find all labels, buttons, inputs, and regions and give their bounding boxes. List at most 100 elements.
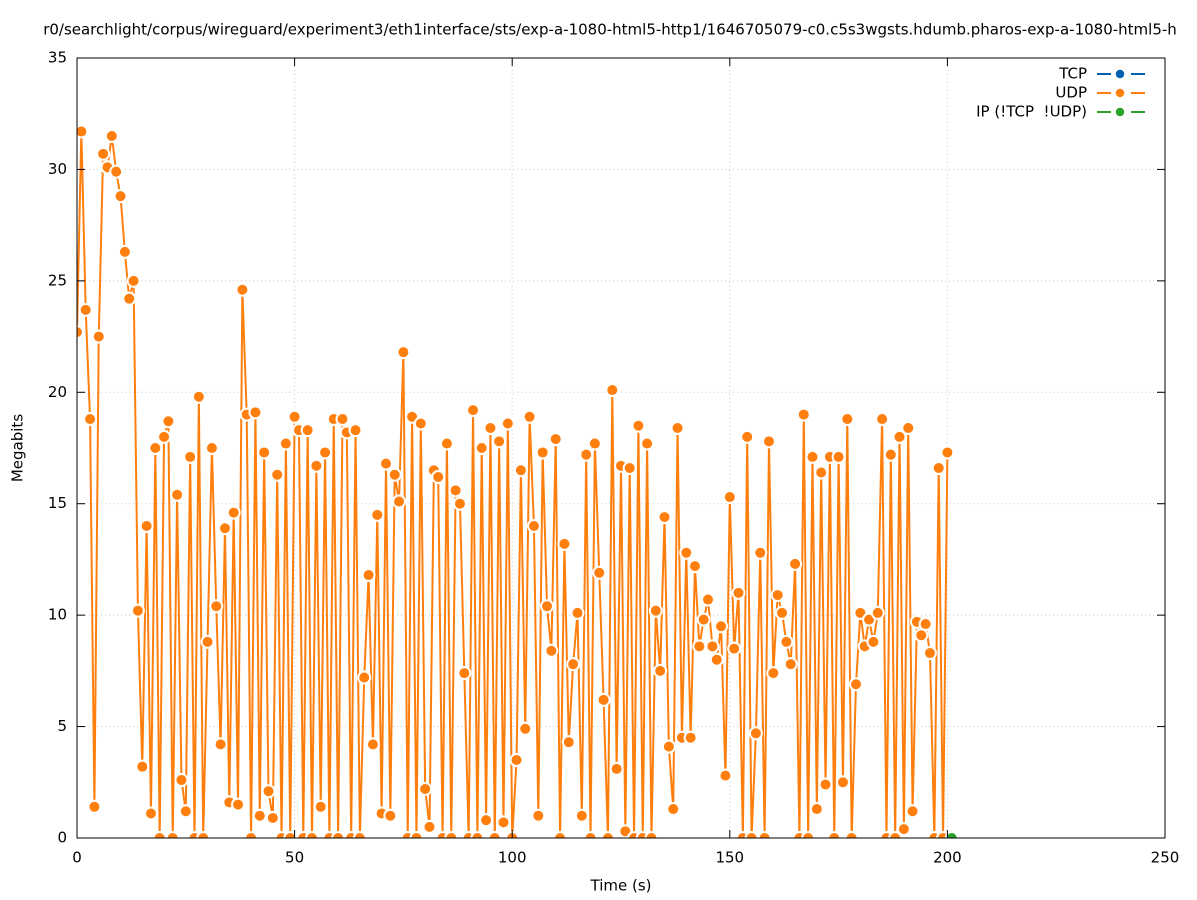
data-point	[901, 420, 916, 435]
y-tick-label: 20	[48, 383, 67, 401]
data-point	[496, 815, 511, 830]
data-point	[526, 519, 541, 533]
data-point	[814, 465, 829, 480]
data-point	[922, 646, 937, 661]
data-point	[818, 777, 833, 792]
data-point	[548, 432, 563, 447]
data-point	[714, 619, 729, 634]
data-point	[701, 592, 716, 607]
x-tick-label: 100	[498, 849, 527, 867]
y-tick-label: 5	[57, 717, 67, 735]
data-point	[83, 412, 98, 427]
data-point	[605, 383, 620, 398]
data-point	[705, 639, 720, 654]
data-point	[596, 692, 611, 707]
data-point	[761, 434, 776, 449]
data-point	[940, 445, 955, 460]
data-point	[357, 670, 372, 685]
data-point	[875, 412, 890, 427]
data-point	[492, 434, 507, 449]
legend-marker	[1114, 87, 1126, 99]
data-point	[257, 445, 272, 460]
data-point	[287, 409, 302, 424]
data-point	[679, 545, 694, 560]
data-point	[383, 808, 398, 823]
data-point	[370, 507, 385, 522]
data-point	[888, 831, 903, 838]
data-point	[744, 831, 759, 838]
y-tick-label: 10	[48, 606, 67, 624]
data-point	[566, 657, 581, 672]
data-point	[696, 612, 711, 627]
data-point	[600, 831, 615, 838]
x-tick-label: 0	[72, 849, 82, 867]
data-point	[439, 436, 454, 451]
data-point	[727, 641, 742, 656]
data-point	[378, 456, 393, 471]
data-point	[827, 831, 842, 838]
data-point	[670, 420, 685, 435]
data-point	[574, 808, 589, 823]
data-point	[892, 429, 907, 444]
data-point	[731, 585, 746, 600]
data-point	[448, 483, 463, 498]
series-line	[77, 131, 949, 838]
data-point	[905, 804, 920, 819]
data-point	[217, 521, 232, 536]
data-point	[540, 599, 555, 614]
data-point	[213, 737, 228, 752]
data-point	[479, 813, 494, 828]
data-point	[204, 441, 219, 455]
data-point	[840, 412, 855, 427]
data-point	[883, 447, 898, 462]
data-point	[513, 463, 528, 478]
data-point	[522, 409, 537, 424]
data-point	[200, 634, 215, 649]
data-point	[335, 412, 350, 427]
data-point	[130, 603, 145, 618]
data-point	[766, 666, 781, 681]
data-point	[709, 652, 724, 667]
data-point	[775, 605, 790, 620]
data-point	[896, 822, 911, 837]
data-point	[518, 721, 533, 736]
data-point	[622, 461, 637, 476]
data-point	[283, 831, 298, 838]
data-point	[226, 505, 241, 520]
data-point	[796, 407, 811, 422]
data-point	[648, 603, 663, 618]
data-point	[413, 416, 428, 431]
legend-label: UDP	[1055, 84, 1087, 102]
data-point	[252, 808, 267, 823]
data-point	[161, 414, 176, 429]
data-point	[944, 831, 959, 838]
data-point	[644, 831, 659, 838]
data-point	[309, 458, 324, 473]
x-tick-label: 50	[285, 849, 304, 867]
data-point	[143, 806, 158, 821]
data-point	[757, 831, 772, 838]
data-point	[152, 831, 167, 838]
y-tick-label: 35	[48, 49, 67, 67]
data-point	[261, 784, 276, 799]
data-point	[300, 423, 315, 438]
data-point	[265, 810, 280, 825]
axes: 0 5 10 15 20 25 30 35 0 50 100 150 200 250	[48, 49, 1179, 867]
legend-marker	[1114, 68, 1126, 80]
data-point	[870, 605, 885, 620]
data-point	[348, 423, 363, 438]
data-point	[831, 449, 846, 464]
data-point	[365, 737, 380, 752]
data-point	[113, 189, 128, 204]
data-point	[77, 124, 89, 139]
data-point	[640, 436, 655, 451]
data-point	[653, 663, 668, 678]
data-point	[387, 467, 402, 482]
data-point	[531, 808, 546, 823]
data-point	[866, 634, 881, 649]
data-point	[849, 677, 864, 692]
data-point	[457, 666, 472, 681]
data-point	[109, 164, 124, 179]
data-point	[305, 831, 320, 838]
chart-title: r0/searchlight/corpus/wireguard/experime…	[43, 21, 1177, 39]
